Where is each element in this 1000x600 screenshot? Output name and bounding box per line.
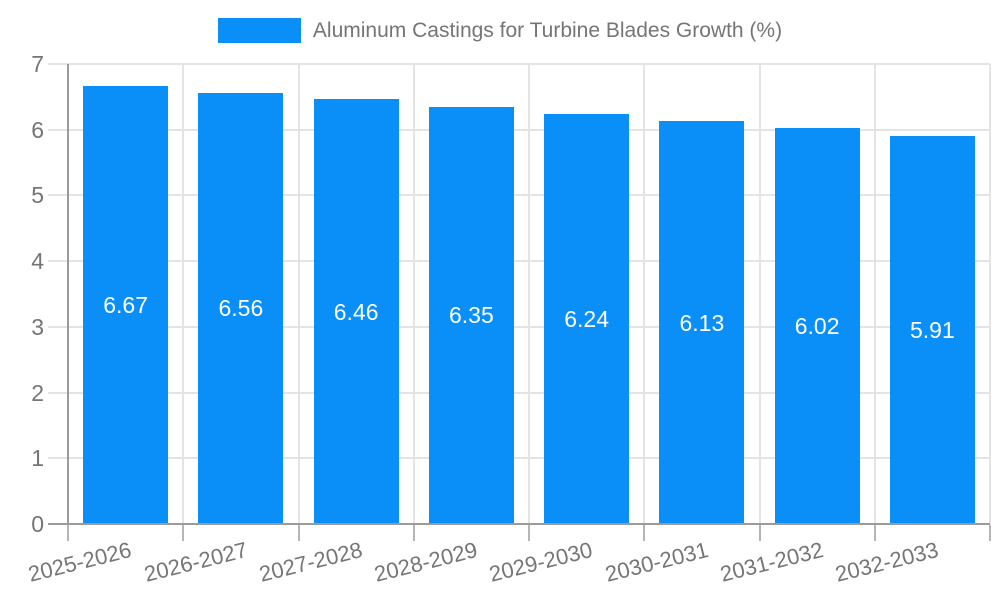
bar-value-label: 6.46 bbox=[333, 298, 379, 325]
x-axis-tick-label: 2029-2030 bbox=[487, 537, 596, 587]
bar-value-label: 6.24 bbox=[564, 305, 609, 332]
y-axis-tick-label: 1 bbox=[31, 445, 44, 472]
y-axis-tick-label: 6 bbox=[31, 116, 44, 143]
bar-value-label: 6.35 bbox=[448, 302, 494, 329]
x-axis-tick-mark bbox=[643, 525, 646, 541]
y-gridline bbox=[48, 128, 990, 131]
x-gridline bbox=[989, 64, 991, 524]
x-axis-tick-label: 2026-2027 bbox=[141, 537, 250, 587]
x-gridline bbox=[528, 64, 530, 524]
bar-value-label: 6.56 bbox=[218, 295, 264, 322]
x-gridline bbox=[297, 64, 300, 524]
bar bbox=[83, 85, 169, 524]
x-axis-tick-label: 2032-2033 bbox=[832, 537, 941, 587]
x-gridline bbox=[873, 64, 876, 524]
bar-value-label: 6.67 bbox=[103, 291, 148, 318]
bar-value-label: 6.02 bbox=[794, 313, 840, 340]
y-gridline bbox=[48, 325, 990, 328]
bar-value-label: 6.13 bbox=[679, 309, 725, 336]
y-gridline bbox=[48, 63, 990, 65]
y-axis-tick-label: 4 bbox=[31, 248, 44, 275]
y-axis-tick-label: 0 bbox=[31, 511, 44, 537]
y-gridline bbox=[48, 457, 990, 460]
bar bbox=[889, 135, 975, 524]
y-axis-tick-label: 7 bbox=[31, 51, 44, 77]
y-gridline bbox=[48, 194, 990, 197]
x-axis-tick-mark bbox=[873, 525, 876, 541]
y-axis-tick-label: 5 bbox=[31, 182, 44, 209]
x-gridline bbox=[412, 64, 415, 524]
bar-value-label: 5.91 bbox=[909, 316, 955, 343]
x-gridline bbox=[182, 64, 185, 524]
y-axis-tick-label: 2 bbox=[31, 379, 44, 406]
bar bbox=[428, 106, 514, 524]
legend: Aluminum Castings for Turbine Blades Gro… bbox=[0, 18, 1000, 43]
x-gridline bbox=[758, 64, 761, 524]
x-axis-tick-mark bbox=[67, 525, 69, 541]
x-gridline bbox=[643, 64, 646, 524]
x-axis-tick-mark bbox=[412, 525, 415, 541]
x-axis-tick-mark bbox=[528, 525, 530, 541]
y-gridline bbox=[48, 391, 990, 394]
x-axis-tick-label: 2030-2031 bbox=[602, 537, 711, 587]
x-axis-line bbox=[48, 523, 990, 525]
x-axis-tick-mark bbox=[758, 525, 761, 541]
x-axis-tick-label: 2027-2028 bbox=[256, 537, 365, 587]
legend-swatch bbox=[217, 18, 301, 43]
bar bbox=[774, 128, 860, 524]
legend-label: Aluminum Castings for Turbine Blades Gro… bbox=[312, 18, 783, 42]
bar bbox=[198, 92, 284, 524]
bar bbox=[659, 121, 745, 524]
x-axis-tick-label: 2028-2029 bbox=[371, 537, 480, 587]
x-axis-tick-mark bbox=[182, 525, 185, 541]
x-axis-tick-label: 2031-2032 bbox=[717, 537, 826, 587]
x-axis-tick-label: 2025-2026 bbox=[26, 537, 135, 587]
bar bbox=[544, 113, 630, 524]
y-axis-line bbox=[67, 64, 69, 524]
bar bbox=[313, 99, 399, 524]
x-axis-tick-mark bbox=[989, 525, 991, 541]
x-axis-tick-mark bbox=[297, 525, 300, 541]
y-axis-tick-label: 3 bbox=[31, 313, 44, 340]
y-gridline bbox=[48, 260, 990, 263]
